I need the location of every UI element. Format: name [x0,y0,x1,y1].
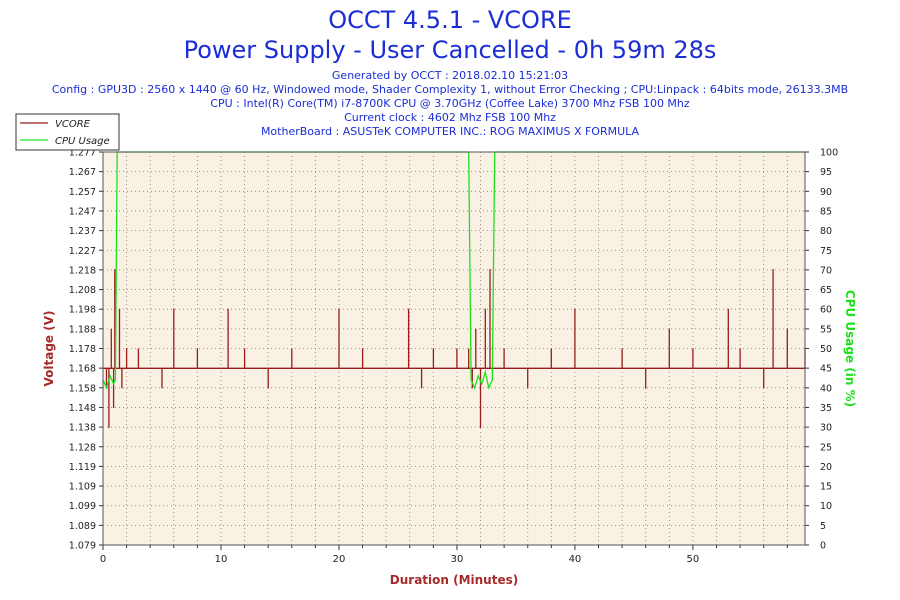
y-tick-label: 1.247 [69,206,96,217]
y2-tick-label: 35 [820,403,832,414]
legend-box [15,113,120,151]
y2-tick-label: 30 [820,423,832,434]
y2-tick-label: 80 [820,226,832,237]
y2-tick-label: 15 [820,482,832,493]
x-axis-label: Duration (Minutes) [390,573,518,587]
y2-tick-label: 50 [820,344,832,355]
legend: VCORE CPU Usage [15,113,120,151]
x-tick-label: 30 [451,554,464,565]
plot-frame [102,151,806,546]
y-tick-label: 1.267 [69,167,96,178]
y-tick-label: 1.237 [69,226,96,237]
y-tick-label: 1.148 [69,403,96,414]
y-tick-label: 1.109 [69,482,96,493]
y2-tick-label: 5 [820,521,826,532]
y2-tick-label: 100 [820,148,838,159]
y2-tick-label: 25 [820,442,832,453]
tick-labels: 1.079 0 1.089 5 1.099 10 1.109 15 1.119 20 1.128 25… [69,148,838,566]
y-tick-label: 1.188 [69,324,96,335]
y-tick-label: 1.227 [69,246,96,257]
y2-axis-label: CPU Usage (in %) [843,290,857,407]
x-tick-label: 40 [569,554,582,565]
info-generated: Generated by OCCT : 2018.02.10 15:21:03 [331,69,569,82]
x-tick-label: 20 [333,554,346,565]
chart-title: OCCT 4.5.1 - VCORE [328,6,572,34]
y2-tick-label: 40 [820,383,832,394]
x-tick-label: 50 [687,554,700,565]
y-tick-label: 1.079 [69,541,96,552]
x-tick-label: 0 [100,554,106,565]
x-tick-label: 10 [215,554,228,565]
y2-tick-label: 65 [820,285,832,296]
y-tick-label: 1.208 [69,285,96,296]
y-tick-label: 1.168 [69,364,96,375]
legend-label-vcore: VCORE [55,119,91,130]
y-tick-label: 1.119 [69,462,96,473]
info-cpu: CPU : Intel(R) Core(TM) i7-8700K CPU @ 3… [210,97,690,110]
y2-tick-label: 70 [820,265,832,276]
y-tick-label: 1.158 [69,383,96,394]
y-tick-label: 1.138 [69,423,96,434]
info-clock: Current clock : 4602 Mhz FSB 100 Mhz [344,111,556,124]
y-tick-label: 1.257 [69,187,96,198]
y-tick-label: 1.218 [69,265,96,276]
y-axis-label: Voltage (V) [42,311,56,387]
y-tick-label: 1.099 [69,501,96,512]
y-tick-label: 1.198 [69,305,96,316]
y-tick-label: 1.277 [69,148,96,159]
legend-label-cpu-usage: CPU Usage [55,136,110,147]
y2-tick-label: 60 [820,305,832,316]
info-motherboard: MotherBoard : ASUSTeK COMPUTER INC.: ROG… [260,125,640,138]
y2-tick-label: 20 [820,462,832,473]
y2-tick-label: 10 [820,501,832,512]
y-tick-label: 1.128 [69,442,96,453]
y2-tick-label: 90 [820,187,832,198]
y2-tick-label: 95 [820,167,832,178]
y2-tick-label: 0 [820,541,826,552]
y-tick-label: 1.089 [69,521,96,532]
series-group [102,151,806,428]
y2-tick-label: 85 [820,206,832,217]
chart-subtitle: Power Supply - User Cancelled - 0h 59m 2… [183,36,717,64]
y2-tick-label: 75 [820,246,832,257]
y2-tick-label: 45 [820,364,832,375]
y-tick-label: 1.178 [69,344,96,355]
series-line-cpu-usage [102,151,805,390]
info-config: Config : GPU3D : 2560 x 1440 @ 60 Hz, Wi… [51,83,849,96]
y2-tick-label: 55 [820,324,832,335]
